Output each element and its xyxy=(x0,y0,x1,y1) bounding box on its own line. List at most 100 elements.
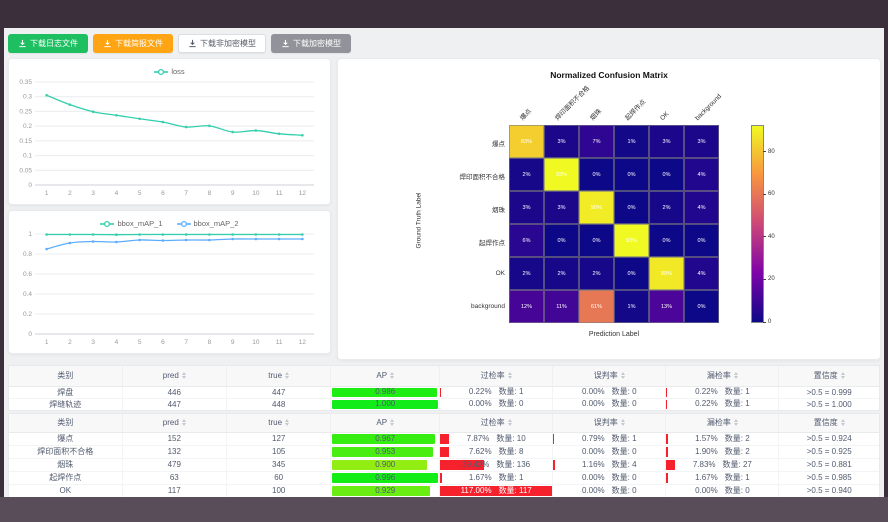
cell-overdetect-rate: 7.87% 数量: 10 xyxy=(439,432,554,446)
sort-asc-icon xyxy=(285,372,290,376)
sort-asc-icon xyxy=(181,419,186,423)
column-header-true[interactable]: true xyxy=(226,366,332,387)
sort-caret-icon[interactable] xyxy=(840,372,845,380)
sort-caret-icon[interactable] xyxy=(181,419,186,427)
svg-text:0.6: 0.6 xyxy=(23,271,32,278)
svg-text:3: 3 xyxy=(91,190,95,197)
column-header-conf[interactable]: 置信度 xyxy=(778,414,879,433)
ap-value: 0.986 xyxy=(375,387,396,396)
confusion-cell: 1% xyxy=(614,125,649,158)
rate-count: 数量: 1 xyxy=(498,472,524,482)
download-icon xyxy=(104,39,111,48)
dashboard-page: 下载日志文件 下载简报文件 下载非加密模型 下载加密模型 loss 0 0.05 0.1 0… xyxy=(4,28,884,498)
rate-count: 数量: 27 xyxy=(722,459,752,469)
column-label: pred xyxy=(162,418,179,428)
cm-row-label: 爆点 xyxy=(492,141,505,148)
column-header-ap[interactable]: AP xyxy=(330,414,441,433)
rate-text: 0.00% 数量: 0 xyxy=(553,447,665,456)
column-header-ap[interactable]: AP xyxy=(330,366,441,387)
column-header-conf[interactable]: 置信度 xyxy=(778,366,879,387)
loss-chart-card: loss 0 0.05 0.1 0.15 0.2 0.25 0.3 0.35 1 2 3 4 5 6 7 8 9… xyxy=(8,58,331,205)
sort-desc-icon xyxy=(733,376,738,380)
column-header-miss[interactable]: 漏检率 xyxy=(665,366,780,387)
download-plain-model-button[interactable]: 下载非加密模型 xyxy=(178,34,266,53)
cell-miss-rate: 0.00% 数量: 0 xyxy=(665,484,780,497)
svg-text:1: 1 xyxy=(45,339,49,346)
svg-text:8: 8 xyxy=(208,190,212,197)
confusion-cell: 13% xyxy=(649,290,684,323)
confusion-cell: 4% xyxy=(684,158,719,191)
sort-caret-icon[interactable] xyxy=(620,419,625,427)
sort-asc-icon xyxy=(507,419,512,423)
column-header-inner: 漏检率 xyxy=(707,370,738,381)
ap-bar xyxy=(332,459,428,470)
confusion-cell: 6% xyxy=(509,224,544,257)
column-header-pred[interactable]: pred xyxy=(122,366,227,387)
rate-pct: 1.67% xyxy=(468,472,492,482)
sort-caret-icon[interactable] xyxy=(507,372,512,380)
svg-text:2: 2 xyxy=(68,339,72,346)
legend-item-bbox_mAP_1[interactable]: bbox_mAP_1 xyxy=(100,219,163,228)
legend-label: bbox_mAP_2 xyxy=(193,219,239,228)
rate-count: 数量: 1 xyxy=(724,387,750,396)
legend-label: bbox_mAP_1 xyxy=(117,219,163,228)
rate-count: 数量: 0 xyxy=(611,472,637,482)
legend-item-bbox_mAP_2[interactable]: bbox_mAP_2 xyxy=(176,219,239,228)
column-header-over[interactable]: 过检率 xyxy=(439,366,554,387)
svg-text:3: 3 xyxy=(91,339,95,346)
sort-asc-icon xyxy=(507,372,512,376)
sort-caret-icon[interactable] xyxy=(285,372,290,380)
rate-text: 0.00% 数量: 0 xyxy=(666,485,778,495)
rate-count: 数量: 0 xyxy=(611,399,637,409)
cell-miss-rate: 7.83% 数量: 27 xyxy=(665,458,780,472)
legend-item-loss[interactable]: loss xyxy=(154,67,185,76)
cell-class: 爆点 xyxy=(9,432,123,446)
column-header-true[interactable]: true xyxy=(226,414,332,433)
rate-count: 数量: 0 xyxy=(724,485,750,495)
table-row: 焊印面积不合格 132 105 0.953 7.62% 数量: 8 0.00% 数量: 0 1.… xyxy=(9,445,879,459)
sort-caret-icon[interactable] xyxy=(390,419,395,427)
cell-pred: 63 xyxy=(122,471,227,485)
sort-caret-icon[interactable] xyxy=(181,372,186,380)
tick-mark xyxy=(763,321,766,323)
confusion-matrix-card: Normalized Confusion Matrix 83% 3% 7% 1% 3% 3… xyxy=(337,58,881,360)
column-header-over[interactable]: 过检率 xyxy=(439,414,554,433)
download-encrypted-model-button[interactable]: 下载加密模型 xyxy=(271,34,351,53)
column-label: 过检率 xyxy=(480,418,505,428)
table-row: OK 117 100 0.929 117.00% 数量: 117 0.00% 数量: 0 0.0… xyxy=(9,484,879,497)
svg-text:0.2: 0.2 xyxy=(23,311,32,318)
ap-bar xyxy=(332,472,438,483)
download-report-file-button[interactable]: 下载简报文件 xyxy=(93,34,173,53)
table-header-row: 类别 pred true AP 过检率 误判率 漏检率 置信度 xyxy=(9,366,879,387)
legend-marker-icon xyxy=(100,220,115,227)
svg-text:0.25: 0.25 xyxy=(19,108,32,115)
sort-desc-icon xyxy=(285,423,290,427)
ap-bar xyxy=(332,399,439,409)
sort-caret-icon[interactable] xyxy=(620,372,625,380)
sort-caret-icon[interactable] xyxy=(285,419,290,427)
rate-pct: 7.87% xyxy=(466,433,490,443)
results-table-1: 类别 pred true AP 过检率 误判率 漏检率 置信度 焊盘 446 447 0.986 0.2… xyxy=(9,366,879,410)
column-header-pred[interactable]: pred xyxy=(122,414,227,433)
confusion-cell: 3% xyxy=(509,191,544,224)
sort-caret-icon[interactable] xyxy=(840,419,845,427)
cell-class: 焊印面积不合格 xyxy=(9,445,123,459)
sort-caret-icon[interactable] xyxy=(733,419,738,427)
rate-bar xyxy=(440,459,485,470)
download-plain-model-label: 下载非加密模型 xyxy=(200,39,256,48)
column-header-mis[interactable]: 误判率 xyxy=(552,366,667,387)
sort-caret-icon[interactable] xyxy=(507,419,512,427)
sort-caret-icon[interactable] xyxy=(390,372,395,380)
cell-confidence: >0.5 = 0.925 xyxy=(778,445,879,459)
confusion-cell: 0% xyxy=(614,158,649,191)
confusion-cell: 93% xyxy=(614,224,649,257)
column-header-mis[interactable]: 误判率 xyxy=(552,414,667,433)
svg-text:10: 10 xyxy=(252,190,260,197)
column-header-miss[interactable]: 漏检率 xyxy=(665,414,780,433)
sort-asc-icon xyxy=(840,419,845,423)
sort-caret-icon[interactable] xyxy=(733,372,738,380)
rate-count: 数量: 4 xyxy=(611,459,637,469)
download-log-file-button[interactable]: 下载日志文件 xyxy=(8,34,88,53)
cell-true: 447 xyxy=(226,386,332,399)
window-bottom-bar xyxy=(0,497,888,522)
